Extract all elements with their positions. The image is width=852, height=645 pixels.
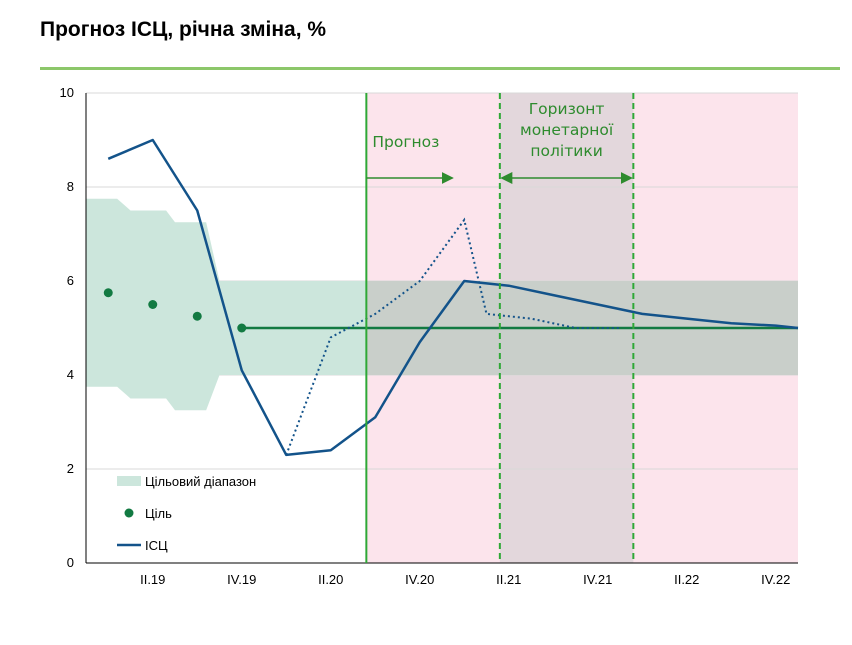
y-tick-label: 10 [60, 85, 74, 100]
x-tick-label: II.21 [496, 572, 521, 587]
y-tick-label: 4 [67, 367, 74, 382]
x-tick-label: II.19 [140, 572, 165, 587]
x-tick-label: IV.19 [227, 572, 256, 587]
target-line-start-point [237, 323, 247, 333]
x-tick-label: IV.22 [761, 572, 790, 587]
y-tick-label: 0 [67, 555, 74, 570]
legend-swatch-target [124, 508, 134, 518]
x-tick-label: IV.20 [405, 572, 434, 587]
target-point-2 [148, 300, 158, 309]
chart-title: Прогноз ІСЦ, річна зміна, % [40, 18, 327, 41]
target-range-band [86, 198, 367, 411]
legend-label: ІСЦ [145, 538, 168, 553]
horizon-label-line: Горизонт [529, 100, 605, 118]
forecast-label: Прогноз [372, 133, 439, 151]
title-underline [40, 67, 840, 70]
horizon-label-line: політики [530, 142, 602, 160]
horizon-label-line: монетарної [520, 121, 614, 139]
x-tick-label: II.22 [674, 572, 699, 587]
target-point-1 [103, 288, 113, 298]
cpi-line [107, 138, 799, 457]
legend-label: Ціль [145, 506, 172, 521]
target-point-3 [192, 311, 202, 321]
y-tick-label: 2 [67, 461, 74, 476]
x-tick-label: II.20 [318, 572, 343, 587]
y-tick-label: 8 [67, 179, 74, 194]
legend-label: Цільовий діапазон [145, 474, 256, 489]
previous-forecast-line [285, 217, 620, 456]
legend-swatch-band [117, 476, 141, 486]
y-tick-label: 6 [67, 273, 74, 288]
x-tick-label: IV.21 [583, 572, 612, 587]
